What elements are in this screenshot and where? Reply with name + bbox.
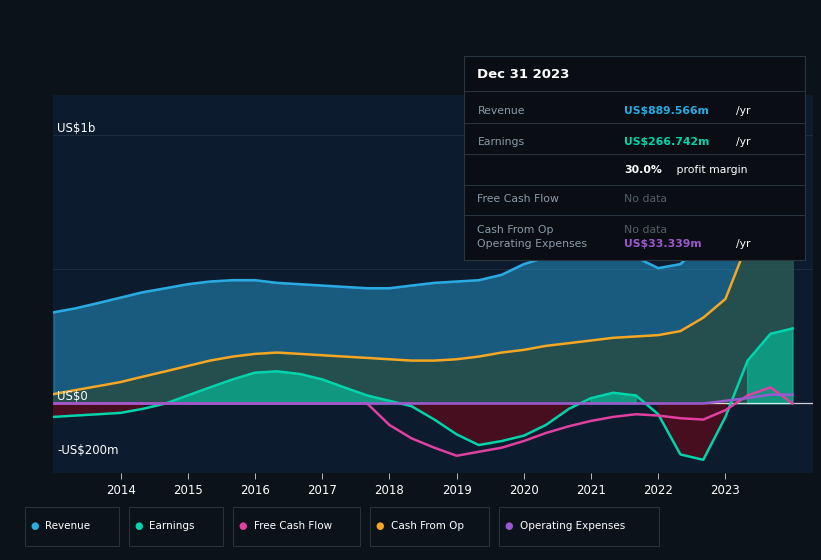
Text: Cash From Op: Cash From Op [391, 521, 464, 531]
Text: US$0: US$0 [57, 390, 88, 404]
Text: No data: No data [624, 225, 667, 235]
Text: Earnings: Earnings [149, 521, 195, 531]
Text: US$33.339m: US$33.339m [624, 239, 702, 249]
Text: /yr: /yr [736, 137, 751, 147]
Text: Operating Expenses: Operating Expenses [478, 239, 588, 249]
Text: US$889.566m: US$889.566m [624, 106, 709, 116]
Text: /yr: /yr [736, 239, 751, 249]
Text: ●: ● [30, 521, 39, 531]
Text: US$1b: US$1b [57, 123, 95, 136]
Text: ●: ● [135, 521, 143, 531]
Text: Earnings: Earnings [478, 137, 525, 147]
Text: Free Cash Flow: Free Cash Flow [478, 194, 559, 204]
Text: Cash From Op: Cash From Op [478, 225, 554, 235]
Text: ●: ● [239, 521, 247, 531]
Text: ●: ● [505, 521, 513, 531]
Text: Dec 31 2023: Dec 31 2023 [478, 68, 570, 81]
Text: 30.0%: 30.0% [624, 165, 662, 175]
Text: -US$200m: -US$200m [57, 444, 119, 457]
Text: Revenue: Revenue [478, 106, 525, 116]
Text: Revenue: Revenue [45, 521, 90, 531]
Text: US$266.742m: US$266.742m [624, 137, 709, 147]
Text: Operating Expenses: Operating Expenses [520, 521, 625, 531]
Text: ●: ● [376, 521, 384, 531]
Text: No data: No data [624, 194, 667, 204]
Text: /yr: /yr [736, 106, 751, 116]
Text: Free Cash Flow: Free Cash Flow [254, 521, 332, 531]
Text: profit margin: profit margin [673, 165, 748, 175]
